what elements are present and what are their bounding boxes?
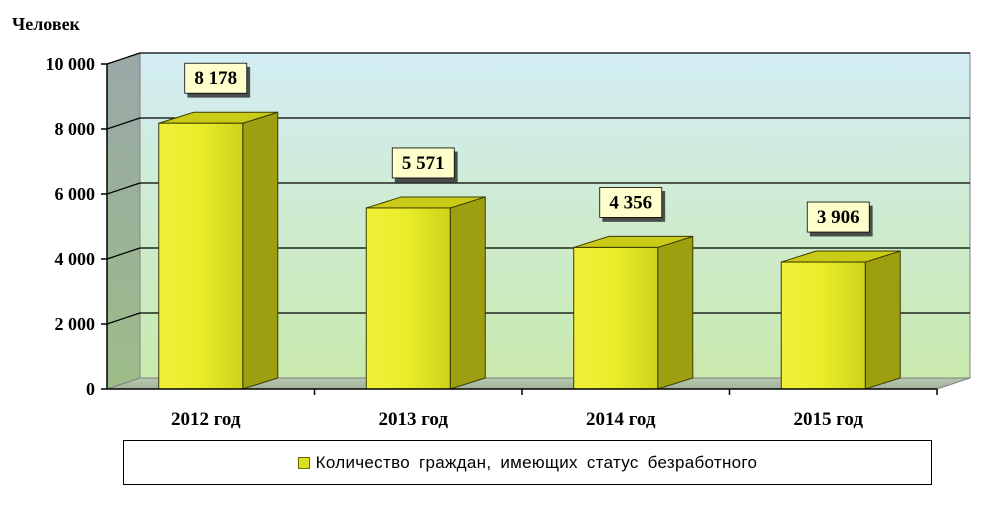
y-tick-label: 8 000 <box>55 119 96 139</box>
data-label: 5 571 <box>391 147 455 179</box>
data-label-text: 8 178 <box>194 68 237 89</box>
gridline-side <box>106 117 141 130</box>
data-label-box <box>599 187 663 218</box>
bar-chart: Человек 0 2 000 4 000 6 000 8 000 10 000 2012… <box>12 14 971 430</box>
bar-front <box>158 122 244 390</box>
data-label-text: 3 906 <box>817 207 860 228</box>
data-label-box <box>806 201 870 233</box>
side-wall <box>106 52 141 390</box>
y-tick-label: 6 000 <box>55 184 96 204</box>
gridline-side <box>106 247 141 260</box>
data-label-text: 5 571 <box>402 153 445 174</box>
bar <box>365 196 486 390</box>
bar <box>780 250 901 390</box>
y-tick-label: 4 000 <box>55 249 96 269</box>
bar-side <box>657 235 694 390</box>
x-axis: 2012 год 2013 год 2014 год 2015 год <box>107 388 938 430</box>
bar-side <box>449 196 486 390</box>
y-tick-label: 10 000 <box>46 54 96 74</box>
data-label: 4 356 <box>599 187 663 218</box>
data-label: 8 178 <box>184 62 248 94</box>
bar-front <box>365 207 451 390</box>
y-tick-label: 0 <box>86 379 95 399</box>
gridline-side <box>106 312 141 325</box>
x-tick-label: 2014 год <box>586 409 656 430</box>
gridline-side <box>106 182 141 195</box>
y-axis-unit-label: Человек <box>12 14 81 34</box>
bars <box>158 111 901 390</box>
data-label-text: 4 356 <box>609 192 652 213</box>
x-tick-label: 2013 год <box>379 409 449 430</box>
legend-swatch <box>297 456 310 469</box>
x-tick-label: 2012 год <box>171 409 241 430</box>
legend-label: Количество граждан, имеющих статус безра… <box>315 452 758 472</box>
bar-front <box>780 261 866 390</box>
data-label: 3 906 <box>806 201 870 233</box>
bar-side <box>242 111 279 390</box>
data-label-box <box>391 147 455 179</box>
legend: Количество граждан, имеющих статус безра… <box>123 440 932 485</box>
data-label-box <box>184 62 248 94</box>
x-tick-label: 2015 год <box>794 409 864 430</box>
bar <box>573 235 694 390</box>
bar-front <box>573 246 659 390</box>
gridline-side <box>106 52 141 65</box>
bar <box>158 111 279 390</box>
y-axis: 0 2 000 4 000 6 000 8 000 10 000 <box>46 54 108 399</box>
gridlines <box>106 52 970 325</box>
bar-side <box>864 250 901 390</box>
y-tick-label: 2 000 <box>55 314 96 334</box>
data-labels: 8 178 5 571 4 356 3 906 <box>184 62 870 233</box>
